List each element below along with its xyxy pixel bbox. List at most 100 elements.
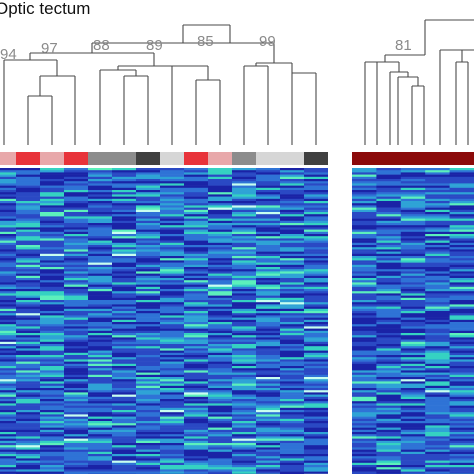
heatmap-cell: [449, 227, 474, 230]
heatmap-cell: [160, 339, 185, 343]
heatmap-cell: [136, 355, 161, 358]
heatmap-cell: [280, 394, 305, 398]
heatmap-cell: [0, 403, 17, 406]
heatmap-cell: [184, 385, 209, 389]
heatmap-cell: [40, 258, 65, 261]
heatmap-cell: [232, 352, 257, 356]
heatmap-cell: [352, 432, 377, 435]
heatmap-cell: [376, 245, 402, 248]
heatmap-cell: [184, 198, 209, 202]
heatmap-cell: [304, 429, 328, 433]
heatmap-cell: [16, 262, 41, 266]
heatmap-cell: [40, 447, 65, 450]
heatmap-cell: [64, 284, 89, 288]
heatmap-cell: [280, 381, 305, 384]
heatmap-cell: [352, 275, 377, 279]
heatmap-cell: [40, 460, 65, 464]
heatmap-cell: [400, 392, 426, 395]
heatmap-cell: [425, 392, 450, 395]
heatmap-cell: [16, 172, 41, 175]
heatmap-cell: [64, 333, 89, 336]
heatmap-cell: [304, 392, 328, 395]
heatmap-cell: [112, 370, 137, 373]
heatmap-cell: [376, 344, 402, 347]
heatmap-cell: [160, 247, 185, 250]
heatmap-cell: [208, 443, 233, 446]
annotation-cell: [40, 152, 64, 165]
heatmap-cell: [208, 465, 233, 468]
heatmap-cell: [184, 471, 209, 474]
heatmap-cell: [256, 271, 281, 274]
heatmap-cell: [136, 181, 161, 184]
heatmap-cell: [0, 286, 17, 290]
heatmap-cell: [280, 350, 305, 354]
heatmap-cell: [425, 359, 450, 362]
heatmap-cell: [88, 471, 113, 474]
heatmap-cell: [256, 454, 281, 457]
heatmap-cell: [376, 467, 402, 470]
heatmap-cell: [232, 286, 257, 290]
heatmap-cell: [256, 174, 281, 178]
heatmap-cell: [160, 238, 185, 241]
heatmap-cell: [376, 203, 402, 206]
heatmap-cell: [40, 443, 65, 446]
heatmap-cell: [280, 273, 305, 277]
heatmap-cell: [64, 196, 89, 200]
heatmap-cell: [16, 366, 41, 369]
heatmap-cell: [280, 176, 305, 180]
heatmap-cell: [136, 414, 161, 417]
heatmap-cell: [160, 317, 185, 321]
heatmap-cell: [352, 319, 377, 323]
heatmap-cell: [376, 385, 402, 389]
heatmap-cell: [280, 361, 305, 365]
heatmap-cell: [136, 460, 161, 464]
heatmap-cell: [136, 399, 161, 402]
heatmap-cell: [400, 269, 426, 272]
heatmap-cell: [88, 196, 113, 200]
heatmap-cell: [232, 412, 257, 415]
heatmap-cell: [16, 339, 41, 343]
heatmap-cell: [352, 374, 377, 378]
heatmap-cell: [160, 187, 185, 191]
heatmap-cell: [0, 300, 17, 303]
heatmap-cell: [400, 181, 426, 184]
heatmap-cell: [136, 225, 161, 228]
heatmap-cell: [160, 438, 185, 442]
heatmap-cell: [449, 399, 474, 402]
heatmap-cell: [304, 385, 328, 389]
heatmap-cell: [16, 275, 41, 279]
heatmap-cell: [136, 176, 161, 180]
heatmap-cell: [376, 458, 402, 461]
heatmap-cell: [280, 187, 305, 191]
heatmap-cell: [136, 374, 161, 378]
heatmap-cell: [449, 471, 474, 474]
bootstrap-label: 89: [146, 37, 163, 54]
heatmap-cell: [256, 434, 281, 437]
heatmap-cell: [184, 253, 209, 257]
heatmap-cell: [232, 194, 257, 197]
heatmap-cell: [160, 273, 185, 277]
heatmap-cell: [449, 297, 474, 301]
heatmap-cell: [304, 313, 328, 316]
heatmap-cell: [208, 471, 233, 474]
heatmap-cell: [208, 223, 233, 226]
heatmap-cell: [40, 203, 65, 206]
heatmap-cell: [184, 396, 209, 400]
heatmap-cell: [184, 315, 209, 318]
heatmap-cell: [208, 403, 233, 406]
heatmap-cell: [232, 458, 257, 461]
heatmap-cell: [136, 421, 161, 424]
heatmap-cell: [64, 240, 89, 244]
heatmap-cell: [256, 462, 281, 466]
heatmap-cell: [376, 196, 402, 200]
heatmap-cell: [256, 410, 281, 413]
heatmap-cell: [64, 214, 89, 217]
heatmap-cell: [376, 260, 402, 263]
heatmap-cell: [232, 198, 257, 202]
heatmap-cell: [400, 427, 426, 431]
heatmap-cell: [232, 436, 257, 439]
heatmap-cell: [280, 440, 305, 444]
heatmap-cell: [449, 190, 474, 193]
heatmap-cell: [160, 341, 185, 345]
heatmap-cell: [280, 456, 305, 459]
